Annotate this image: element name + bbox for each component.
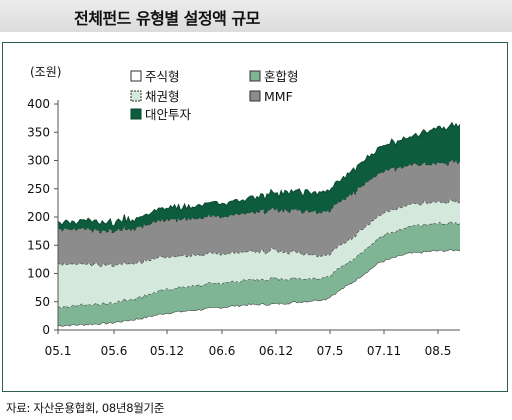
y-tick-label-100: 100 xyxy=(27,267,50,281)
legend-label-mixed: 혼합형 xyxy=(264,69,299,84)
legend-swatch-mmf xyxy=(249,90,261,102)
x-tick-label-06.12: 06.12 xyxy=(259,344,293,358)
area-alt xyxy=(58,122,460,233)
x-tick-label-08.5: 08.5 xyxy=(425,344,452,358)
source-note: 자료: 자산운용협회, 08년8월기준 xyxy=(6,401,165,415)
x-tick-label-05.6: 05.6 xyxy=(101,344,128,358)
area-stock xyxy=(58,249,460,330)
y-tick-label-50: 50 xyxy=(35,295,50,309)
y-tick-label-150: 150 xyxy=(27,238,50,252)
legend-label-bond: 채권형 xyxy=(145,89,180,104)
x-tick-label-06.6: 06.6 xyxy=(209,344,236,358)
x-tick-label-05.1: 05.1 xyxy=(45,344,72,358)
y-tick-label-0: 0 xyxy=(42,323,50,337)
y-unit-label: (조원) xyxy=(30,65,61,79)
x-tick-label-07.11: 07.11 xyxy=(367,344,401,358)
y-tick-label-300: 300 xyxy=(27,154,50,168)
y-tick-label-400: 400 xyxy=(27,97,50,111)
legend-label-alt: 대안투자 xyxy=(145,107,192,122)
title-bar: 전체펀드 유형별 설정액 규모 xyxy=(0,0,512,32)
legend-label-mmf: MMF xyxy=(264,89,293,104)
x-tick-label-07.5: 07.5 xyxy=(317,344,344,358)
x-tick-label-05.12: 05.12 xyxy=(150,344,184,358)
chart-title: 전체펀드 유형별 설정액 규모 xyxy=(74,9,260,28)
y-tick-label-350: 350 xyxy=(27,125,50,139)
legend-swatch-stock xyxy=(130,70,142,82)
area-mixed xyxy=(58,221,460,327)
legend-swatch-alt xyxy=(130,108,142,120)
series-line-alt xyxy=(57,121,461,227)
legend-swatch-bond xyxy=(130,90,142,102)
legend-label-stock: 주식형 xyxy=(145,69,180,84)
y-tick-label-250: 250 xyxy=(27,182,50,196)
area-bond xyxy=(58,199,460,309)
legend-swatch-mixed xyxy=(249,70,261,82)
stacked-area-chart: 0 50 100 150 200 250 300 350 400 05.1 05.6 05.12 06.… xyxy=(27,65,461,358)
y-tick-label-200: 200 xyxy=(27,210,50,224)
